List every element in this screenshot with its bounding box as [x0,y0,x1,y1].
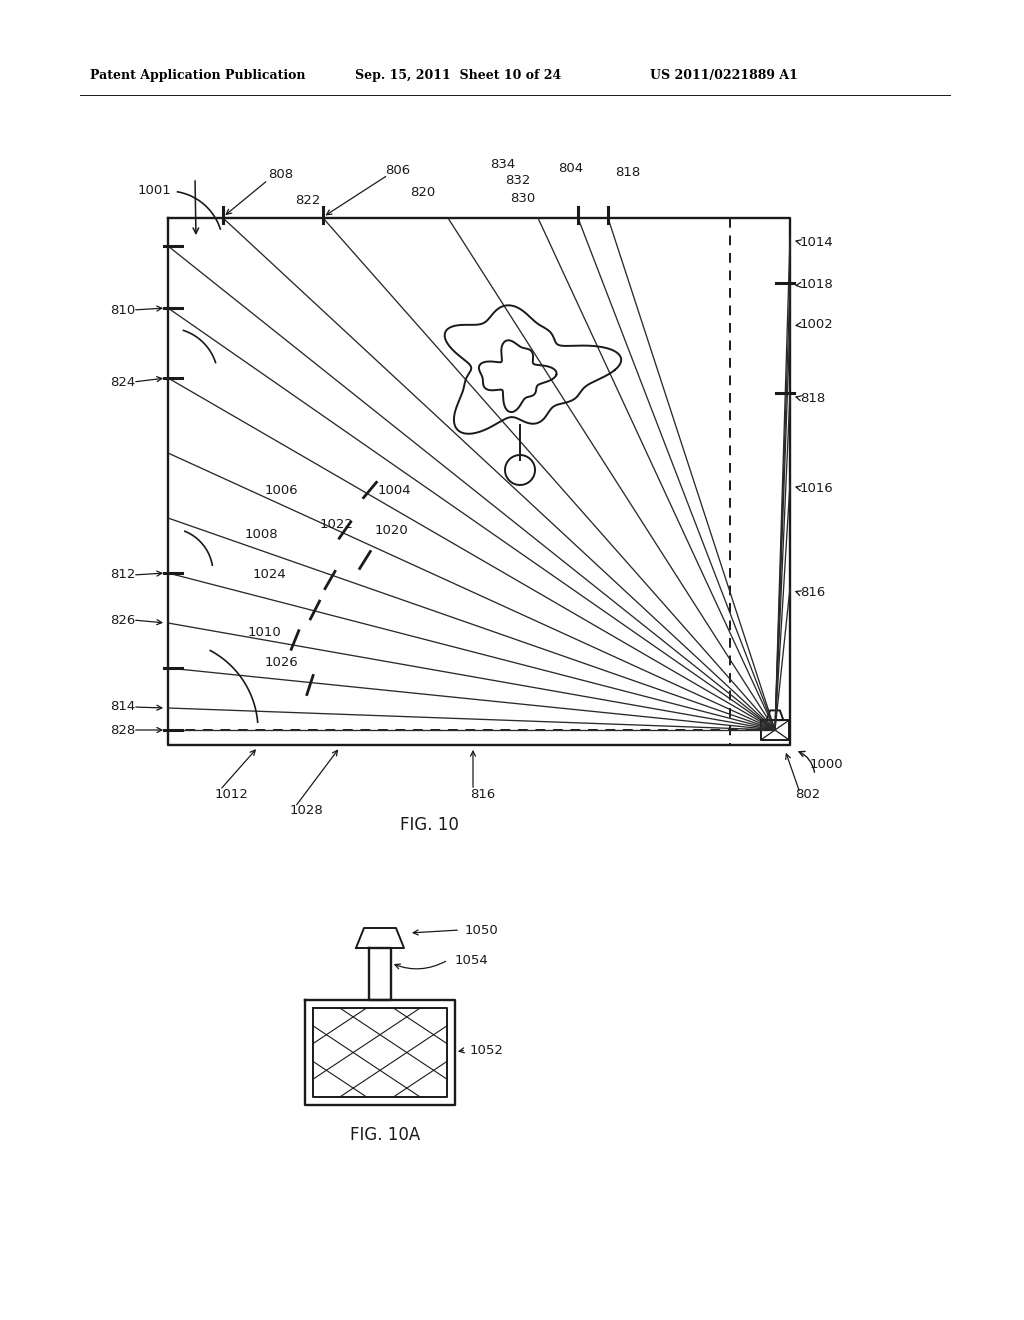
Text: Patent Application Publication: Patent Application Publication [90,69,305,82]
Text: 810: 810 [110,304,135,317]
Text: 1008: 1008 [245,528,279,541]
Text: 812: 812 [110,569,135,582]
Text: 1028: 1028 [290,804,324,817]
Text: 814: 814 [110,701,135,714]
Text: 1022: 1022 [319,519,354,532]
Text: FIG. 10A: FIG. 10A [350,1126,420,1144]
Text: 806: 806 [385,164,411,177]
Text: 820: 820 [410,186,435,198]
Text: 832: 832 [505,173,530,186]
Text: 1001: 1001 [138,183,172,197]
Text: Sep. 15, 2011  Sheet 10 of 24: Sep. 15, 2011 Sheet 10 of 24 [355,69,561,82]
Text: 1052: 1052 [470,1044,504,1056]
Text: 1012: 1012 [215,788,249,801]
Text: 808: 808 [268,169,293,181]
Text: 816: 816 [470,788,496,801]
Text: 1004: 1004 [378,483,412,496]
Text: 1020: 1020 [375,524,409,536]
Text: 818: 818 [800,392,825,404]
Text: 1054: 1054 [455,953,488,966]
Text: 826: 826 [110,614,135,627]
Text: 1024: 1024 [253,569,287,582]
Text: 804: 804 [558,161,583,174]
Text: US 2011/0221889 A1: US 2011/0221889 A1 [650,69,798,82]
Text: 816: 816 [800,586,825,599]
Text: 1010: 1010 [248,626,282,639]
Text: 834: 834 [490,158,515,172]
Text: 818: 818 [615,165,640,178]
Text: 1002: 1002 [800,318,834,331]
Text: 1014: 1014 [800,235,834,248]
Text: 802: 802 [795,788,820,801]
Text: 1016: 1016 [800,482,834,495]
Text: 824: 824 [110,375,135,388]
Text: 1006: 1006 [265,483,299,496]
Text: 1018: 1018 [800,279,834,292]
Text: FIG. 10: FIG. 10 [400,816,459,834]
Text: 828: 828 [110,723,135,737]
Text: 1050: 1050 [465,924,499,936]
Text: 1026: 1026 [265,656,299,668]
Text: 1000: 1000 [810,759,844,771]
Text: 830: 830 [510,191,536,205]
Text: 822: 822 [295,194,321,206]
